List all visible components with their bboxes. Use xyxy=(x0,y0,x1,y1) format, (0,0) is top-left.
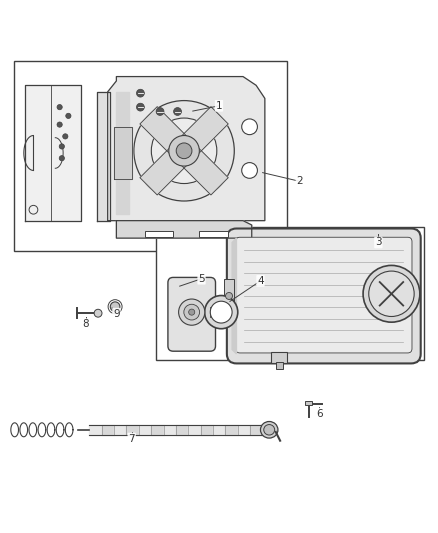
Text: 5: 5 xyxy=(198,274,205,284)
FancyBboxPatch shape xyxy=(227,229,421,364)
Ellipse shape xyxy=(264,425,275,435)
Circle shape xyxy=(110,302,120,311)
FancyBboxPatch shape xyxy=(236,237,412,353)
Polygon shape xyxy=(108,77,265,221)
Polygon shape xyxy=(140,107,193,159)
Bar xyxy=(155,227,424,360)
Polygon shape xyxy=(151,425,163,435)
Circle shape xyxy=(169,135,199,166)
Circle shape xyxy=(66,113,71,118)
Polygon shape xyxy=(163,425,176,435)
Text: 6: 6 xyxy=(316,409,323,418)
Text: 1: 1 xyxy=(215,101,223,111)
Circle shape xyxy=(176,143,192,159)
Polygon shape xyxy=(176,107,228,159)
Polygon shape xyxy=(117,92,130,214)
Ellipse shape xyxy=(261,422,278,438)
Circle shape xyxy=(369,271,414,317)
Circle shape xyxy=(242,163,258,179)
Polygon shape xyxy=(176,142,228,195)
Polygon shape xyxy=(102,425,114,435)
Polygon shape xyxy=(25,85,81,221)
Polygon shape xyxy=(213,425,226,435)
Circle shape xyxy=(134,101,234,201)
Bar xyxy=(272,352,287,362)
Text: 4: 4 xyxy=(257,276,264,286)
Bar xyxy=(276,362,283,369)
Polygon shape xyxy=(232,238,237,354)
Circle shape xyxy=(57,122,62,127)
Polygon shape xyxy=(250,425,263,435)
Text: 2: 2 xyxy=(297,176,303,187)
Circle shape xyxy=(137,89,145,97)
Text: 9: 9 xyxy=(113,309,120,319)
Circle shape xyxy=(189,309,195,315)
Circle shape xyxy=(173,108,181,116)
Bar xyxy=(210,306,217,318)
Circle shape xyxy=(156,108,164,116)
Polygon shape xyxy=(114,425,126,435)
Bar xyxy=(14,61,287,251)
Bar xyxy=(224,279,234,313)
Bar xyxy=(145,231,173,237)
Polygon shape xyxy=(97,92,110,221)
Circle shape xyxy=(63,134,68,139)
Bar xyxy=(199,231,228,237)
Circle shape xyxy=(59,156,64,161)
Circle shape xyxy=(57,104,62,110)
Text: 8: 8 xyxy=(82,319,89,329)
Circle shape xyxy=(363,265,420,322)
Polygon shape xyxy=(176,425,188,435)
Polygon shape xyxy=(201,425,213,435)
FancyBboxPatch shape xyxy=(168,277,215,351)
Text: 7: 7 xyxy=(128,433,135,443)
Text: 3: 3 xyxy=(375,238,381,247)
Circle shape xyxy=(59,144,64,149)
Circle shape xyxy=(151,118,217,183)
Circle shape xyxy=(184,304,200,320)
Polygon shape xyxy=(114,127,132,179)
Polygon shape xyxy=(238,425,250,435)
Circle shape xyxy=(137,103,145,111)
Circle shape xyxy=(242,119,258,135)
Polygon shape xyxy=(117,221,252,238)
Polygon shape xyxy=(140,142,193,195)
Circle shape xyxy=(205,295,238,329)
Circle shape xyxy=(226,293,233,300)
Bar xyxy=(305,401,311,405)
Circle shape xyxy=(210,301,232,323)
Polygon shape xyxy=(188,425,201,435)
Polygon shape xyxy=(139,425,151,435)
Circle shape xyxy=(94,309,102,317)
Polygon shape xyxy=(226,425,238,435)
Polygon shape xyxy=(89,425,102,435)
Polygon shape xyxy=(126,425,139,435)
Circle shape xyxy=(179,299,205,325)
